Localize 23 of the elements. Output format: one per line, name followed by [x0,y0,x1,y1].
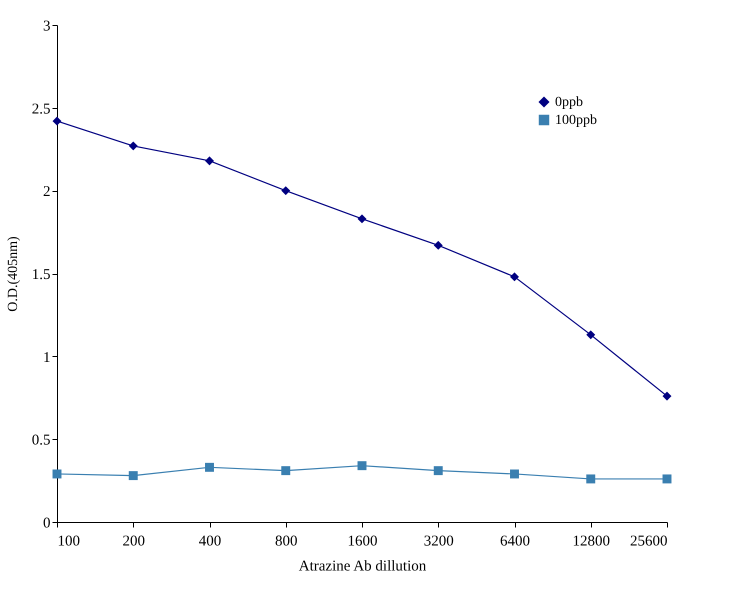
legend-label: 0ppb [555,95,583,110]
x-tick-label: 3200 [424,534,454,550]
x-tick-label: 25600 [630,534,668,550]
point [52,469,62,478]
y-tick-label: 2.5 [32,101,50,118]
y-tick-label: 2 [43,184,50,200]
x-tick-label: 800 [275,534,298,550]
x-tick-label: 12800 [572,534,610,550]
y-tick-label: 0 [43,516,50,532]
x-tick-label: 400 [198,534,222,550]
y-tick-label: 1 [43,350,50,366]
x-tick-label: 100 [58,534,80,550]
x-tick-label: 6400 [500,534,530,550]
y-axis-title: O.D.(405nm) [6,236,21,312]
x-tick-label: 1600 [348,534,378,550]
point [662,474,672,484]
x-axis-title: Atrazine Ab dillution [298,558,427,574]
y-tick-label: 3 [43,18,50,34]
y-tick-label: 0.5 [32,432,50,449]
x-tick-label: 200 [122,534,145,550]
legend-label: 100ppb [555,113,597,128]
point [662,392,672,401]
y-tick-label: 1.5 [32,267,50,283]
